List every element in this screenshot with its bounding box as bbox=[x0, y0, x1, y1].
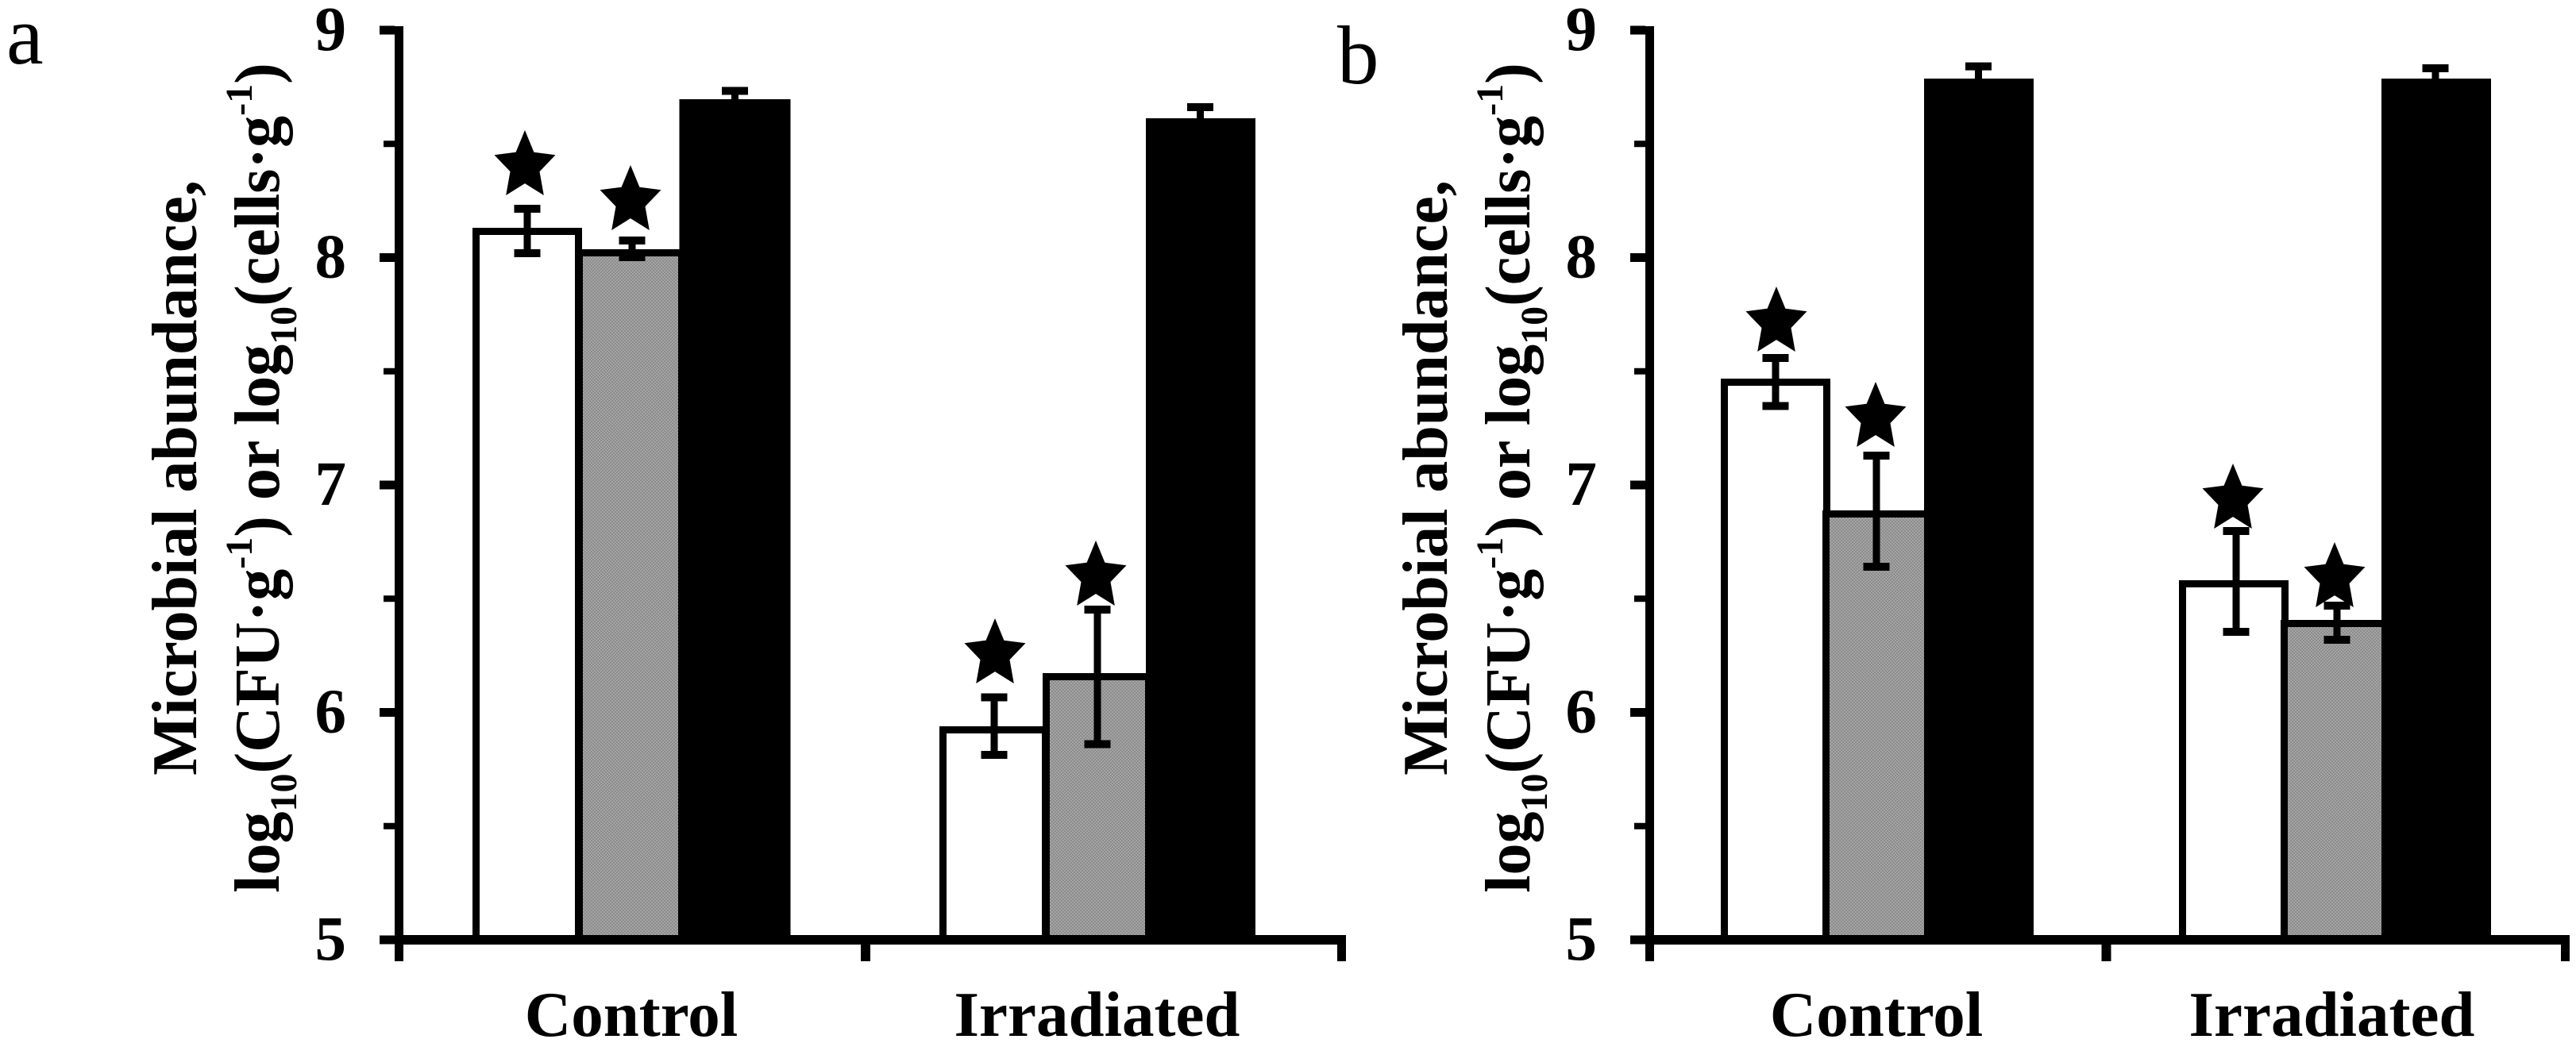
svg-text:Irradiated: Irradiated bbox=[954, 979, 1240, 1043]
svg-text:Control: Control bbox=[525, 979, 738, 1043]
svg-text:7: 7 bbox=[1566, 450, 1598, 519]
svg-text:6: 6 bbox=[1566, 678, 1598, 747]
svg-text:Microbial abundance,: Microbial abundance, bbox=[1391, 180, 1461, 776]
svg-text:9: 9 bbox=[1566, 0, 1598, 64]
svg-text:b: b bbox=[1337, 9, 1379, 102]
svg-text:6: 6 bbox=[315, 678, 347, 747]
svg-text:log10(CFU·g-1) or log10(cells·: log10(CFU·g-1) or log10(cells·g-1) bbox=[1469, 63, 1556, 892]
svg-text:5: 5 bbox=[1566, 905, 1598, 974]
svg-text:Irradiated: Irradiated bbox=[2189, 979, 2475, 1043]
svg-text:5: 5 bbox=[315, 905, 347, 974]
svg-text:Microbial abundance,: Microbial abundance, bbox=[141, 180, 210, 776]
svg-text:9: 9 bbox=[315, 0, 347, 64]
svg-text:8: 8 bbox=[315, 223, 347, 292]
svg-text:log10(CFU·g-1) or log10(cells·: log10(CFU·g-1) or log10(cells·g-1) bbox=[218, 63, 305, 892]
svg-text:Control: Control bbox=[1770, 979, 1984, 1043]
svg-text:8: 8 bbox=[1566, 223, 1598, 292]
svg-text:7: 7 bbox=[315, 450, 347, 519]
svg-text:a: a bbox=[6, 0, 44, 82]
